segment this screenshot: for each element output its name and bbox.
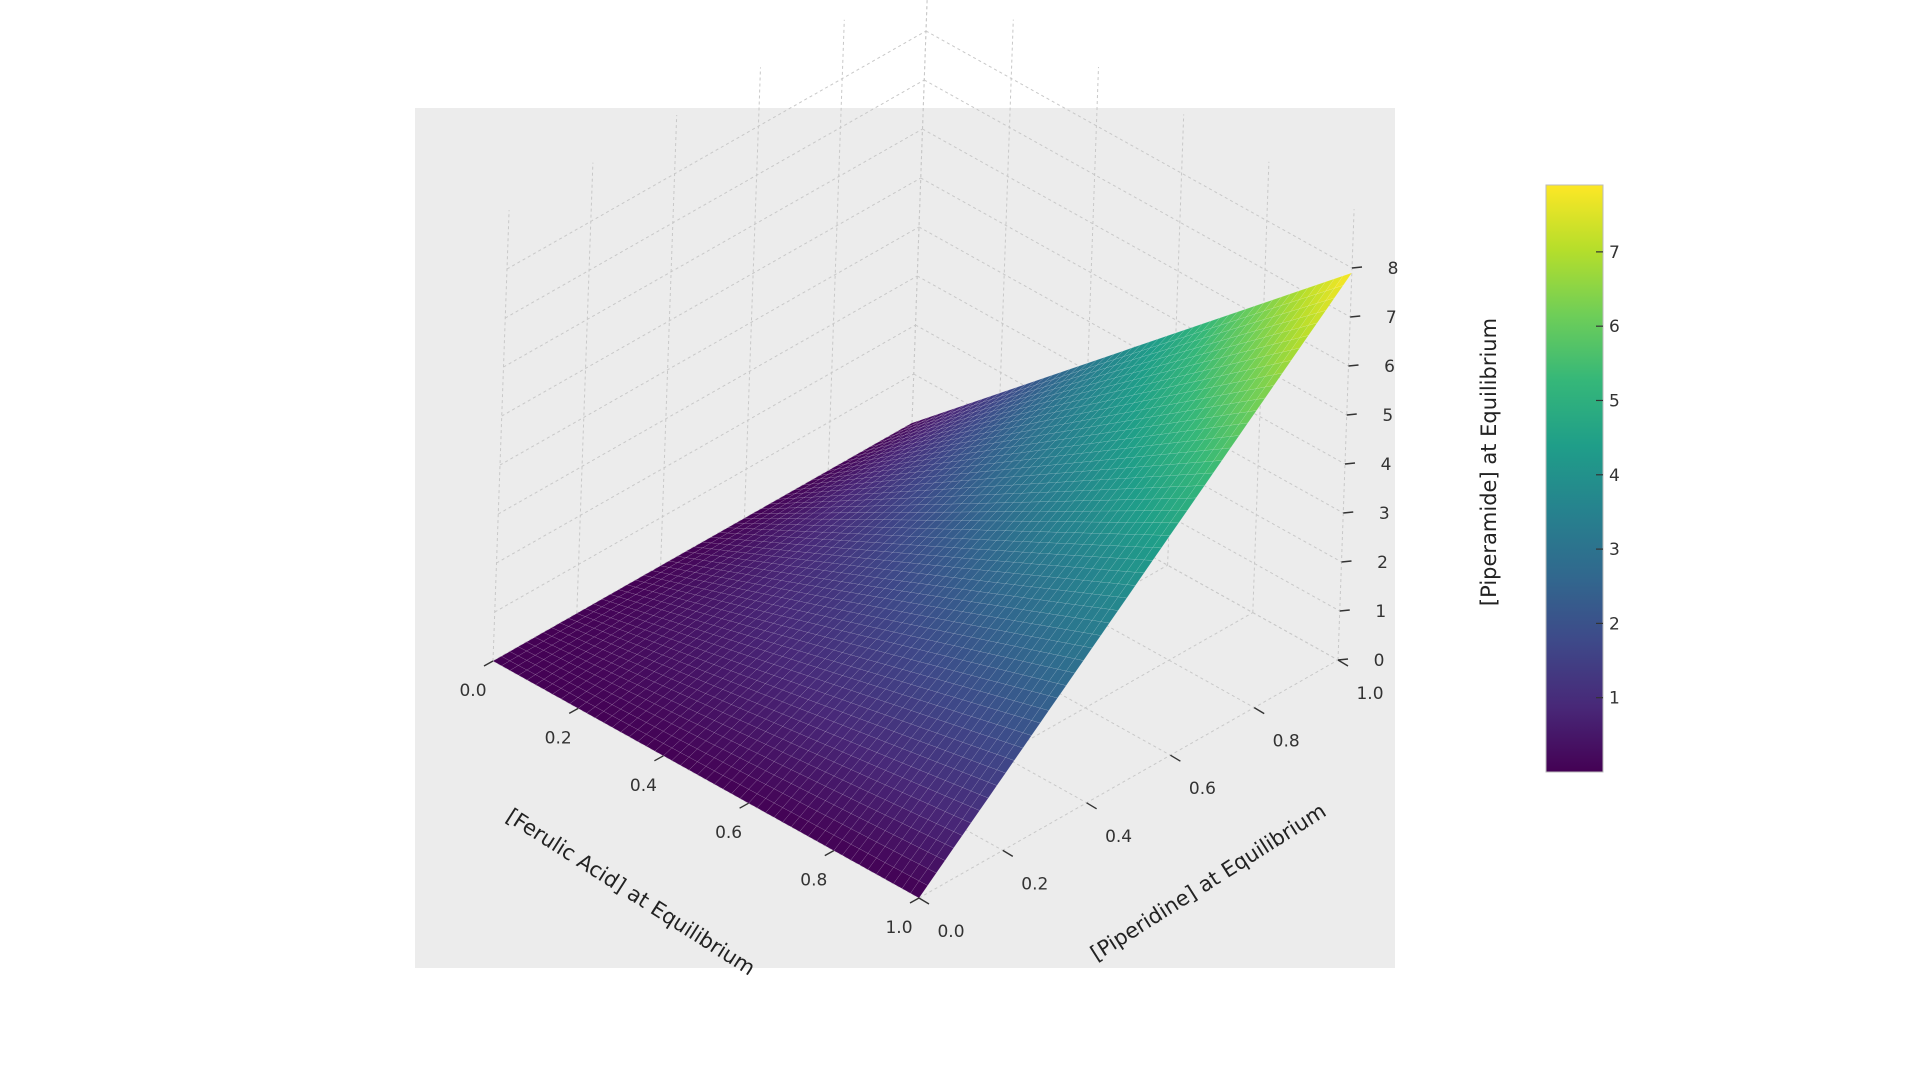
y-tick	[1086, 802, 1097, 810]
wall-gridline	[501, 177, 921, 417]
y-tick	[1337, 659, 1349, 667]
z-tick	[1350, 315, 1361, 318]
z-tick	[1346, 413, 1357, 416]
colorbar-tick-label: 5	[1609, 391, 1620, 411]
wall-gridline	[498, 275, 918, 515]
colorbar-tick-label: 1	[1609, 689, 1620, 709]
colorbar-tick-label: 4	[1609, 466, 1620, 486]
z-tick-label: 4	[1381, 455, 1392, 475]
y-tick	[1002, 849, 1014, 858]
y-tick	[1253, 706, 1265, 715]
x-tick-label: 0.6	[715, 823, 742, 843]
colorbar-tick-label: 6	[1609, 317, 1620, 337]
z-tick-label: 2	[1377, 553, 1388, 573]
wall-gridline	[496, 324, 916, 564]
z-tick	[1348, 364, 1359, 367]
z-tick	[1337, 658, 1349, 661]
x-tick-label: 0.2	[545, 728, 572, 748]
colorbar-label: [Piperamide] at Equilibrium	[1477, 318, 1501, 606]
z-tick-label: 5	[1382, 406, 1393, 426]
x-tick	[909, 897, 920, 904]
axes: 0.0 0.2 0.4 0.6 0.8 1.0 0.0 0.2 0.4 0.6 0.8 1.0 0 1 2 3…	[459, 259, 1398, 942]
x-tick-label: 0.0	[459, 681, 486, 701]
colorbar-tick-label: 7	[1609, 243, 1620, 263]
colorbar-tick-label: 3	[1609, 540, 1620, 560]
surface-mesh	[492, 272, 1353, 899]
colorbar-tick-label: 2	[1609, 614, 1620, 634]
y-tick	[1170, 754, 1181, 762]
z-tick-label: 0	[1374, 651, 1385, 671]
y-tick-label: 0.6	[1189, 779, 1216, 799]
y-tick-label: 0.8	[1273, 732, 1300, 752]
z-tick	[1341, 560, 1352, 563]
z-tick	[1343, 511, 1354, 514]
x-tick	[483, 660, 494, 667]
x-tick-label: 1.0	[885, 918, 912, 938]
y-tick	[918, 897, 930, 905]
z-tick	[1344, 462, 1356, 465]
x-tick	[568, 707, 579, 715]
x-tick	[739, 802, 749, 809]
z-tick-label: 7	[1386, 308, 1397, 328]
z-tick-label: 6	[1384, 357, 1395, 377]
x-tick	[654, 755, 664, 762]
wall-gridline	[494, 373, 914, 613]
y-tick-label: 1.0	[1356, 684, 1383, 704]
z-tick-label: 3	[1379, 504, 1390, 524]
y-tick-label: 0.2	[1021, 874, 1048, 894]
z-tick	[1351, 266, 1363, 269]
colorbar	[1545, 184, 1604, 773]
wall-gridline	[506, 30, 927, 270]
z-tick-label: 1	[1375, 602, 1386, 622]
z-tick-label: 8	[1388, 259, 1399, 279]
wall-gridline	[503, 128, 923, 368]
x-tick-label: 0.4	[630, 776, 657, 796]
z-tick	[1339, 609, 1350, 612]
y-tick-label: 0.4	[1105, 827, 1132, 847]
wall-gridline	[505, 79, 925, 319]
floor-gridline	[918, 659, 1339, 899]
y-tick-label: 0.0	[937, 922, 964, 942]
surface-cell	[1333, 272, 1353, 289]
x-tick	[824, 849, 835, 857]
wall-gridline	[499, 226, 920, 466]
x-tick-label: 0.8	[800, 871, 827, 891]
colorbar-ticks: 1 2 3 4 5 6 7	[1596, 243, 1620, 709]
